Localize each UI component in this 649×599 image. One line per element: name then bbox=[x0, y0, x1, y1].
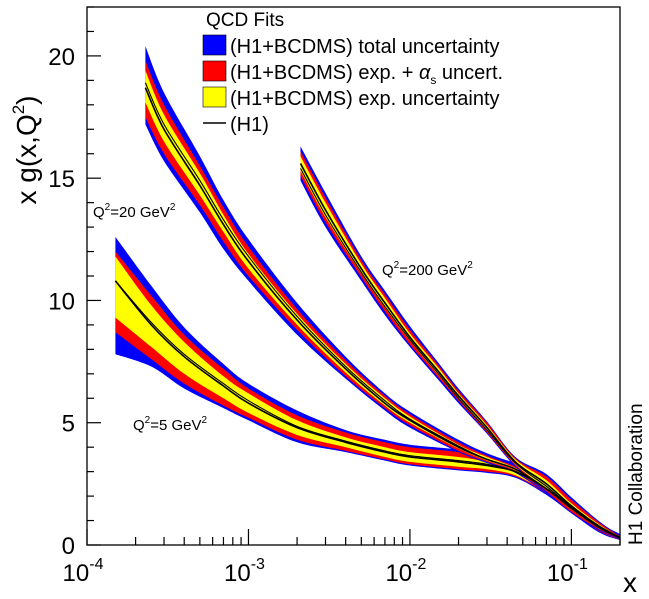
curve-label: Q2=5 GeV2 bbox=[133, 415, 208, 434]
h1-fit-line bbox=[300, 168, 621, 539]
legend-swatch bbox=[202, 86, 227, 108]
legend: QCD Fits (H1+BCDMS) total uncertainty (H1… bbox=[202, 10, 503, 136]
legend-entry-label: (H1+BCDMS) exp. uncertainty bbox=[230, 88, 500, 110]
y-tick-label: 20 bbox=[48, 44, 75, 71]
legend-swatch bbox=[202, 34, 227, 56]
y-tick-label: 0 bbox=[62, 533, 75, 560]
y-tick-label: 15 bbox=[48, 166, 75, 193]
curve-labels: Q2=5 GeV2 Q2=20 GeV2 Q2=200 GeV2 bbox=[93, 202, 473, 434]
x-tick-label: 10-2 bbox=[385, 556, 426, 587]
y-tick-label: 10 bbox=[48, 288, 75, 315]
exp-uncertainty-band bbox=[115, 256, 621, 539]
curve-label: Q2=20 GeV2 bbox=[93, 202, 176, 221]
uncertainty-bands bbox=[115, 46, 621, 541]
h1-fit-line bbox=[144, 82, 621, 539]
collaboration-label: H1 Collaboration bbox=[626, 403, 647, 545]
central-fit-line bbox=[299, 163, 621, 539]
y-tick-label: 5 bbox=[62, 411, 75, 438]
curve-label: Q2=200 GeV2 bbox=[382, 260, 473, 279]
x-tick-label: 10-4 bbox=[63, 556, 104, 587]
x-axis: 10-4 10-3 10-2 10-1 bbox=[63, 529, 621, 587]
central-lines bbox=[114, 82, 621, 539]
x-tick-label: 10-1 bbox=[547, 556, 588, 587]
y-axis: 0 5 10 15 20 bbox=[48, 6, 101, 560]
x-tick-label: 10-3 bbox=[224, 556, 265, 587]
legend-title: QCD Fits bbox=[206, 10, 284, 31]
x-axis-label: x bbox=[623, 567, 637, 598]
legend-entry-label: (H1+BCDMS) total uncertainty bbox=[230, 36, 500, 58]
legend-entry-label: (H1) bbox=[230, 114, 269, 136]
legend-entry-label: (H1+BCDMS) exp. + αs uncert. bbox=[230, 62, 503, 87]
legend-swatch bbox=[202, 60, 227, 82]
y-axis-label: x g(x,Q2) bbox=[9, 95, 42, 204]
